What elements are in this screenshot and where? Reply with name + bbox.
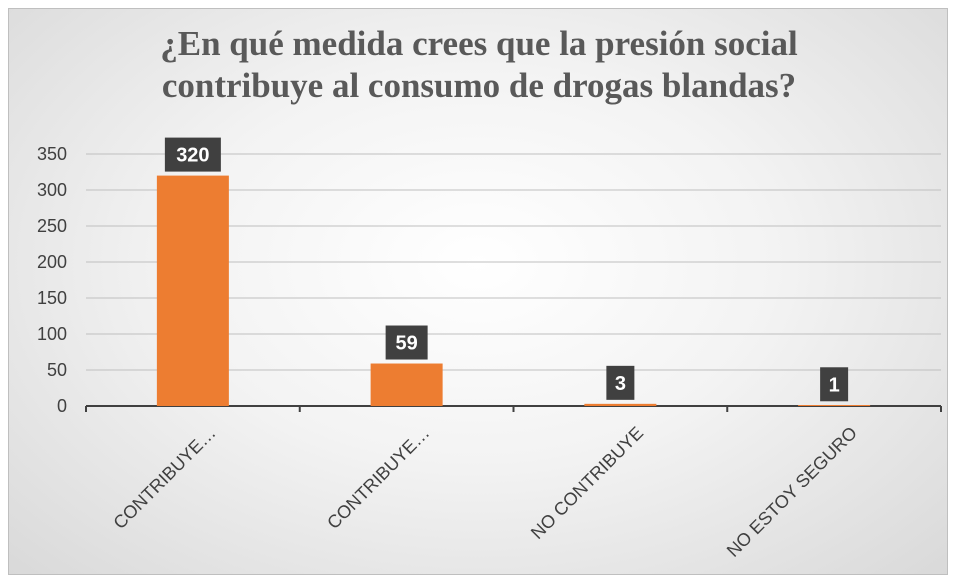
- chart-title-line-1: ¿En qué medida crees que la presión soci…: [160, 24, 798, 63]
- y-tick-label: 100: [37, 324, 67, 344]
- chart-title: ¿En qué medida crees que la presión soci…: [9, 23, 949, 107]
- data-label-box: [385, 325, 428, 360]
- y-tick-label: 50: [47, 360, 67, 380]
- data-label-box: [606, 365, 635, 400]
- bar: [370, 363, 443, 406]
- y-tick-label: 200: [37, 252, 67, 272]
- bar: [156, 175, 229, 406]
- y-tick-label: 250: [37, 216, 67, 236]
- y-tick-label: 300: [37, 180, 67, 200]
- y-tick-label: 150: [37, 288, 67, 308]
- data-label-box: [820, 367, 849, 402]
- y-tick-label: 0: [57, 396, 67, 416]
- bar-chart: 0 50 100 150 200 250 300 350 320 CONTRIBUYE… 59 CON…: [37, 137, 942, 561]
- x-category-label: NO ESTOY SEGURO: [723, 423, 861, 561]
- chart-title-line-2: contribuye al consumo de drogas blandas?: [161, 66, 797, 105]
- chart-frame: ¿En qué medida crees que la presión soci…: [8, 8, 948, 575]
- data-label-box: [164, 137, 221, 172]
- data-label: 3: [615, 373, 626, 395]
- data-label: 320: [176, 145, 209, 167]
- data-label: 59: [396, 333, 418, 355]
- x-category-label: NO CONTRIBUYE: [527, 423, 647, 543]
- data-label: 1: [829, 374, 840, 396]
- bar: [584, 403, 657, 406]
- y-tick-label: 350: [37, 144, 67, 164]
- bar: [798, 405, 871, 406]
- x-category-label: CONTRIBUYE…: [323, 423, 433, 533]
- x-category-label: CONTRIBUYE…: [109, 423, 219, 533]
